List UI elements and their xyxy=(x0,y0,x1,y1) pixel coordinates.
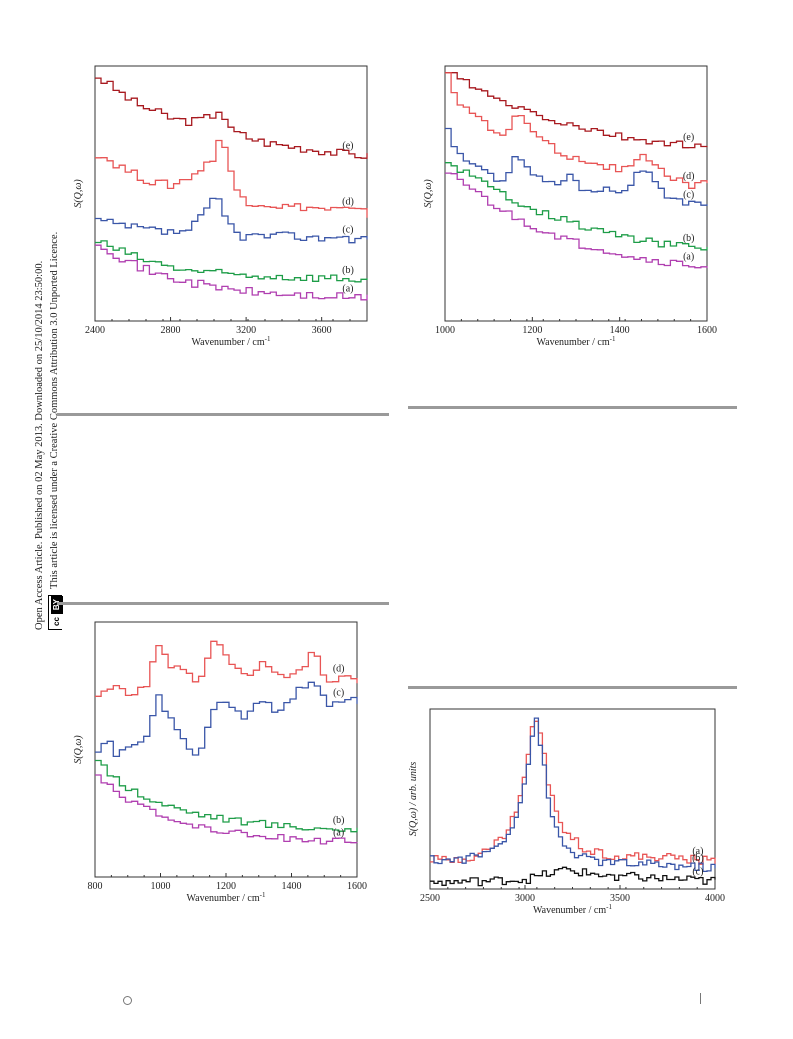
chart-0-svg: (e) (d) (c) (b) (a) 2400 2800 3200 3600 Wavenumbe… xyxy=(73,65,368,348)
chart-3-series-label-b: (b) xyxy=(692,853,704,864)
chart-0-series-b xyxy=(95,240,368,283)
chart-1-series-label-d: (d) xyxy=(683,171,695,182)
chart-1-xtick-label: 1000 xyxy=(435,325,455,336)
chart-1-series-a xyxy=(445,172,708,269)
chart-2-series-label-d: (d) xyxy=(333,663,345,674)
chart-2-xtick-label: 1400 xyxy=(282,881,302,892)
chart-1-series-e xyxy=(445,72,708,149)
chart-panel-bottom-left: (d) (c) (b) (a) 800 1000 1200 1400 1600 Wavenumbe… xyxy=(58,612,378,912)
chart-2-xtick-label: 1200 xyxy=(216,881,236,892)
chart-0-series-label-b: (b) xyxy=(342,265,354,276)
chart-0-xlabel: Wavenumber / cm-1 xyxy=(192,335,271,348)
chart-0-ylabel: S(Q,ω) xyxy=(73,179,84,208)
chart-2-xlabel: Wavenumber / cm-1 xyxy=(187,891,266,904)
chart-3-ylabel: S(Q,ω) / arb. units xyxy=(408,762,419,837)
chart-2-xtick-label: 800 xyxy=(88,881,103,892)
chart-panel-bottom-right: (a) (b) (c) 2500 3000 3500 4000 Wavenumber / cm… xyxy=(398,696,738,921)
chart-panel-top-left: (e) (d) (c) (b) (a) 2400 2800 3200 3600 Wavenumbe… xyxy=(58,52,378,352)
chart-3-xtick-label: 2500 xyxy=(420,893,440,904)
chart-0-series-label-c: (c) xyxy=(342,224,353,235)
chart-0-xtick-label: 2800 xyxy=(161,325,181,336)
chart-1-series-c xyxy=(445,127,708,206)
chart-3-series-label-c: (c) xyxy=(692,867,703,878)
chart-1-series-d xyxy=(445,72,708,189)
chart-0-xtick-label: 3200 xyxy=(236,325,256,336)
chart-1-ylabel: S(Q,ω) xyxy=(423,179,434,208)
chart-1-series-label-c: (c) xyxy=(683,190,694,201)
chart-3-series-label-a: (a) xyxy=(692,846,703,857)
separator-rule-right-2 xyxy=(408,686,737,689)
chart-2-series-label-b: (b) xyxy=(333,815,345,826)
chart-1-xlabel: Wavenumber / cm-1 xyxy=(537,335,616,348)
chart-1-frame xyxy=(444,65,708,322)
chart-0-series-d xyxy=(95,139,368,218)
licence-line-1: Open Access Article. Published on 02 May… xyxy=(34,260,45,630)
separator-rule-left-2 xyxy=(57,602,389,605)
chart-2-xtick-label: 1000 xyxy=(151,881,171,892)
chart-2-svg: (d) (c) (b)(a) 800 1000 1200 1400 1600 Wavenumbe… xyxy=(73,621,367,904)
chart-1-svg: (e) (d) (c) (b) (a) 1000 1200 1400 1600 Wavenumbe… xyxy=(423,65,717,348)
chart-0-frame xyxy=(94,65,368,322)
chart-3-xlabel: Wavenumber / cm-1 xyxy=(533,903,612,916)
chart-2-ylabel: S(Q,ω) xyxy=(73,735,84,764)
chart-1-xtick-label: 1400 xyxy=(610,325,630,336)
chart-0-series-label-e: (e) xyxy=(342,140,353,151)
chart-2-series-d xyxy=(95,640,358,697)
footer-bar-mark xyxy=(700,993,701,1004)
chart-0-series-label-a: (a) xyxy=(342,283,353,294)
chart-0-series-label-d: (d) xyxy=(342,196,354,207)
chart-2-series-b xyxy=(95,759,358,833)
chart-3-svg: (a)(b) (c) 2500 3000 3500 4000 Wavenumber / cm… xyxy=(408,708,725,916)
footer-circle-mark xyxy=(123,996,132,1005)
chart-0-xtick-label: 3600 xyxy=(312,325,332,336)
chart-1-series-label-b: (b) xyxy=(683,233,695,244)
chart-3-series-b xyxy=(430,717,716,873)
chart-2-series-c xyxy=(95,681,358,758)
chart-3-xtick-label: 3000 xyxy=(515,893,535,904)
chart-3-xtick-label: 4000 xyxy=(705,893,725,904)
chart-0-series-e xyxy=(95,77,368,159)
chart-1-series-label-a: (a) xyxy=(683,252,694,263)
chart-3-series-a xyxy=(430,720,716,865)
chart-3-frame xyxy=(429,708,716,890)
chart-1-series-label-e: (e) xyxy=(683,132,694,143)
chart-2-xtick-label: 1600 xyxy=(347,881,367,892)
chart-panel-top-right: (e) (d) (c) (b) (a) 1000 1200 1400 1600 Wavenumbe… xyxy=(408,52,728,352)
chart-2-series-label-c: (c) xyxy=(333,688,344,699)
chart-2-series-a xyxy=(95,774,358,845)
chart-1-xtick-label: 1200 xyxy=(522,325,542,336)
separator-rule-right-1 xyxy=(408,406,737,409)
chart-0-series-c xyxy=(95,197,368,244)
chart-0-series-a xyxy=(95,244,368,301)
chart-2-series-label-a: (a) xyxy=(333,827,344,838)
chart-1-series-b xyxy=(445,162,708,251)
chart-0-xtick-label: 2400 xyxy=(85,325,105,336)
separator-rule-left-1 xyxy=(57,413,389,416)
chart-1-xtick-label: 1600 xyxy=(697,325,717,336)
chart-3-series-c xyxy=(430,866,716,887)
chart-3-xtick-label: 3500 xyxy=(610,893,630,904)
